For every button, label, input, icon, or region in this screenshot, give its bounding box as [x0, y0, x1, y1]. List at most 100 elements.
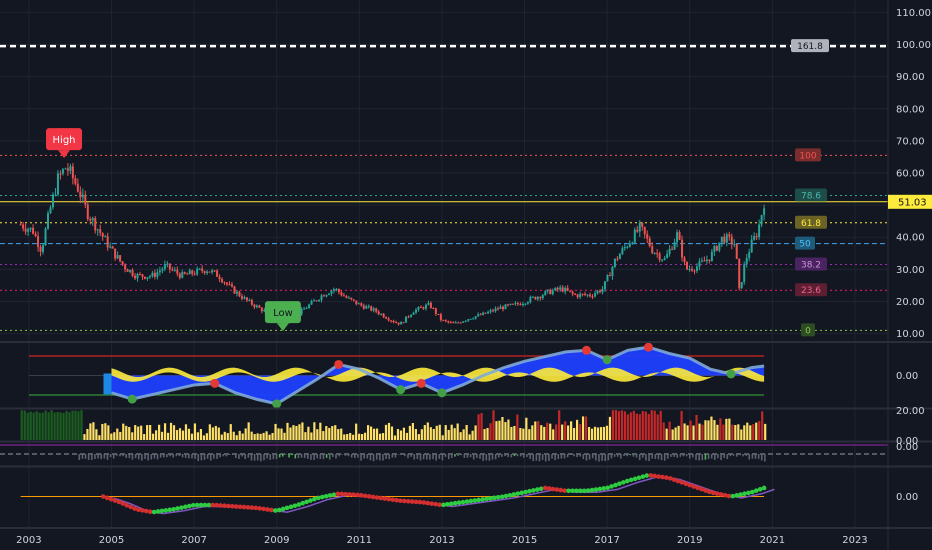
volume-state-bar: [193, 423, 197, 440]
price-candle: [628, 243, 631, 247]
momentum-panel[interactable]: [0, 444, 888, 462]
volume-state-bar: [644, 411, 647, 440]
price-candle: [524, 303, 527, 305]
price-candle: [32, 227, 35, 234]
volume-state-bar: [113, 432, 116, 440]
momentum-bar: [501, 454, 503, 457]
momentum-bar: [610, 454, 613, 459]
last-price-label: 51.03: [898, 197, 927, 208]
price-candle: [581, 293, 584, 295]
momentum-bar: [591, 454, 594, 459]
volume-state-bar: [498, 420, 501, 440]
volume-state-bar: [29, 411, 32, 440]
price-candle: [457, 322, 460, 324]
price-candle: [106, 236, 109, 248]
volume-state-bar: [358, 433, 361, 440]
macd-panel[interactable]: [20, 473, 775, 515]
macd-dot: [746, 490, 751, 496]
price-candle: [119, 255, 122, 262]
price-candle: [656, 253, 659, 255]
oscillator-panel[interactable]: [28, 342, 765, 409]
momentum-bar: [163, 454, 165, 458]
momentum-bar: [328, 454, 331, 460]
volume-state-panel[interactable]: [20, 410, 767, 440]
price-candle: [584, 293, 587, 296]
price-candle: [728, 234, 731, 237]
momentum-bar: [404, 454, 406, 457]
macd-dot: [480, 497, 485, 502]
volume-state-bar: [605, 425, 609, 440]
time-axis[interactable]: 2003 2005 2007 2009 2011 2013 2015 2017 2019 2021…: [16, 535, 867, 546]
price-candle: [74, 178, 77, 184]
price-axis[interactable]: 10.0020.0030.0040.0050.0060.0070.0080.00…: [888, 8, 932, 503]
volume-state-bar: [352, 434, 355, 440]
volume-state-bar: [20, 410, 23, 440]
momentum-bar: [432, 454, 434, 460]
macd-dot: [171, 506, 176, 512]
macd-dot: [343, 491, 348, 497]
price-candle: [750, 239, 753, 253]
price-candle: [94, 218, 97, 231]
momentum-bar: [717, 454, 719, 459]
fib-level-badge: [791, 39, 829, 53]
price-candle: [138, 274, 141, 276]
price-candle: [76, 183, 79, 192]
price-tick-label: 20.00: [896, 297, 925, 308]
price-candle: [181, 272, 184, 278]
momentum-bar: [385, 454, 387, 459]
price-candle: [417, 306, 420, 310]
price-candle: [618, 254, 621, 259]
volume-state-bar: [704, 420, 707, 440]
volume-state-bar: [56, 412, 59, 440]
macd-dot: [335, 491, 341, 497]
osc-pivot-dot: [416, 378, 426, 388]
volume-state-bar: [438, 424, 441, 440]
price-tick-label: 60.00: [896, 169, 925, 180]
volume-state-bar: [480, 413, 483, 440]
osc-pivot-dot: [272, 399, 282, 409]
macd-dot: [405, 499, 411, 504]
price-candle: [569, 290, 572, 292]
price-candle: [29, 227, 32, 230]
momentum-bar: [188, 454, 190, 459]
macd-dot: [679, 480, 685, 485]
volume-state-bar: [304, 432, 307, 440]
volume-state-bar: [155, 430, 158, 440]
volume-state-bar: [477, 414, 480, 440]
price-candle: [206, 271, 209, 274]
momentum-bar: [660, 454, 663, 461]
volume-state-bar: [253, 434, 256, 440]
macd-dot: [186, 503, 192, 509]
price-candle: [502, 306, 505, 310]
momentum-bar: [563, 454, 566, 459]
momentum-bar: [184, 454, 187, 458]
momentum-bar: [679, 454, 682, 457]
last-price-badge[interactable]: [888, 194, 932, 209]
price-panel[interactable]: High Low 161.8 100 78.6 61.8 50 38.2 23.6 0: [0, 39, 888, 337]
price-candle: [350, 297, 353, 300]
volume-state-bar: [316, 429, 319, 440]
volume-state-bar: [722, 424, 725, 440]
momentum-bar: [548, 454, 550, 461]
macd-dot: [312, 496, 317, 502]
macd-dot: [464, 499, 470, 504]
volume-state-bar: [677, 425, 680, 440]
price-candle: [474, 316, 477, 319]
momentum-bar: [410, 454, 412, 457]
volume-state-bar: [519, 428, 522, 440]
price-candle: [255, 305, 258, 308]
volume-state-bar: [596, 427, 600, 440]
price-candle: [173, 269, 176, 271]
momentum-bar: [460, 454, 463, 456]
momentum-bar: [316, 454, 319, 459]
volume-state-bar: [283, 432, 286, 440]
macd-dot: [327, 493, 333, 498]
price-candle: [51, 194, 54, 208]
osc-pivot-dot: [396, 385, 406, 395]
volume-state-bar: [629, 412, 632, 440]
volume-state-bar: [355, 423, 358, 440]
price-candle: [253, 304, 256, 308]
price-candle: [663, 258, 666, 260]
